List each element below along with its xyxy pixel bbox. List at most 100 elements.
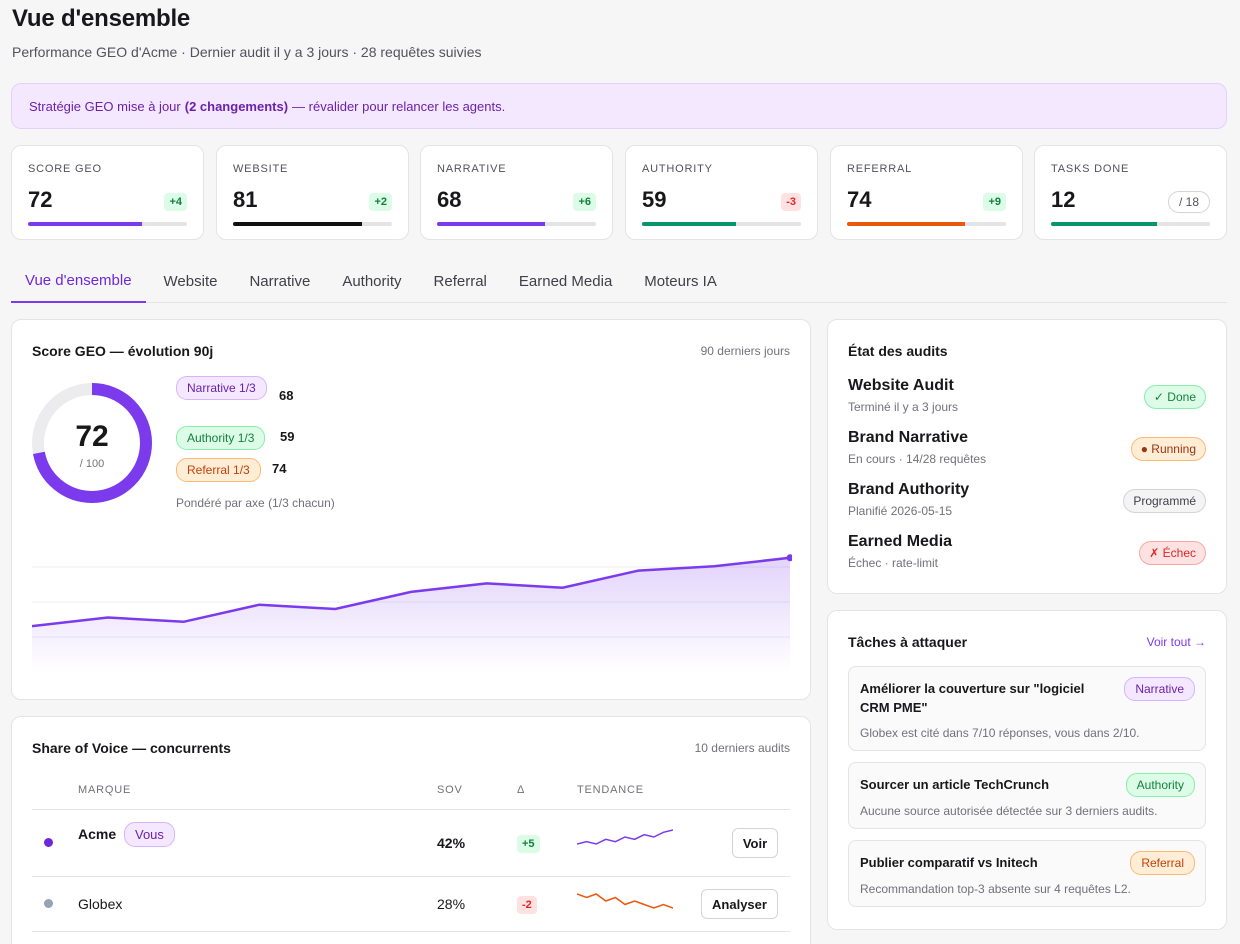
kpi-progress-track	[642, 222, 801, 226]
tab-referral[interactable]: Referral	[433, 273, 487, 290]
score-evolution-chart	[32, 554, 792, 673]
view-brand-button[interactable]: Voir	[732, 828, 778, 858]
task-card[interactable]: Améliorer la couverture sur "logiciel CR…	[848, 666, 1206, 751]
score-donut	[32, 383, 152, 503]
kpi-progress-track	[847, 222, 1006, 226]
axis-value-narrative: 68	[279, 388, 294, 403]
kpi-progress-track	[28, 222, 187, 226]
sov-delta: -2	[517, 896, 537, 914]
tab-ai-engines[interactable]: Moteurs IA	[644, 273, 717, 290]
banner-text: Stratégie GEO mise à jour	[29, 98, 181, 114]
tab-overview[interactable]: Vue d'ensemble	[11, 260, 146, 303]
kpi-card-narrative[interactable]: NARRATIVE 68 +6	[420, 145, 613, 240]
axis-row-authority: Authority 1/3	[176, 426, 266, 450]
kpi-value: 68	[437, 187, 462, 212]
tasks-title: Tâches à attaquer	[848, 634, 968, 650]
audit-status-badge: Programmé	[1123, 489, 1206, 513]
kpi-label: AUTHORITY	[642, 163, 713, 175]
kpi-label: NARRATIVE	[437, 163, 507, 175]
sov-brand-name: Globex	[78, 896, 123, 912]
kpi-progress-track	[1051, 222, 1210, 226]
kpi-value: 72	[28, 187, 53, 212]
kpi-progress-fill	[233, 222, 362, 226]
tab-narrative[interactable]: Narrative	[249, 273, 311, 290]
kpi-label: WEBSITE	[233, 163, 289, 175]
kpi-progress-track	[437, 222, 596, 226]
audit-name: Brand Authority	[848, 481, 970, 498]
axis-row-narrative: Narrative 1/3	[176, 376, 267, 400]
kpi-card-score-geo[interactable]: SCORE GEO 72 +4	[11, 145, 204, 240]
sov-value: 28%	[437, 896, 466, 912]
see-all-tasks-link[interactable]: Voir tout →	[1146, 635, 1206, 649]
kpi-progress-fill	[437, 222, 546, 226]
kpi-total: / 18	[1167, 191, 1210, 213]
task-description: Globex est cité dans 7/10 réponses, vous…	[860, 726, 1140, 740]
sov-header-brand: MARQUE	[78, 784, 132, 796]
kpi-progress-fill	[847, 222, 965, 226]
audit-status-badge: ✓ Done	[1143, 385, 1206, 409]
sov-row-divider	[32, 931, 790, 932]
chart-point-latest	[786, 554, 792, 562]
score-donut-fill	[32, 383, 152, 503]
audit-name: Earned Media	[848, 533, 953, 550]
audit-name: Website Audit	[848, 377, 954, 394]
tab-website[interactable]: Website	[163, 273, 218, 290]
weighting-note: Pondéré par axe (1/3 chacun)	[176, 496, 335, 510]
kpi-delta: +4	[164, 193, 187, 211]
analyze-brand-button[interactable]: Analyser	[701, 889, 778, 919]
kpi-card-tasks-done[interactable]: TASKS DONE 12 / 18	[1034, 145, 1227, 240]
audit-detail: Planifié 2026-05-15	[848, 504, 953, 518]
audit-detail: Terminé il y a 3 jours	[848, 400, 959, 414]
audit-name: Brand Narrative	[848, 429, 969, 446]
sov-trend-sparkline	[577, 829, 673, 845]
kpi-label: SCORE GEO	[28, 163, 102, 175]
axis-value-referral: 74	[272, 461, 287, 476]
sov-value: 42%	[437, 835, 466, 851]
chart-series-line	[32, 556, 791, 628]
task-axis-tag: Authority	[1125, 773, 1195, 797]
score-card-title: Score GEO — évolution 90j	[32, 343, 214, 359]
sov-header-divider	[32, 809, 790, 810]
sov-title: Share of Voice — concurrents	[32, 740, 231, 756]
kpi-progress-fill	[28, 222, 143, 226]
kpi-card-website[interactable]: WEBSITE 81 +2	[216, 145, 409, 240]
task-card[interactable]: Sourcer un article TechCrunch Authority …	[848, 762, 1206, 829]
kpi-delta: -3	[781, 193, 801, 211]
task-axis-tag: Narrative	[1124, 677, 1195, 701]
axis-pill-referral: Referral 1/3	[176, 458, 261, 482]
score-max: / 100	[79, 458, 105, 470]
sparkline-path	[577, 829, 673, 845]
kpi-label: TASKS DONE	[1051, 163, 1130, 175]
brand-color-dot	[44, 899, 53, 908]
sov-header-delta: Δ	[517, 784, 526, 796]
banner-highlight: (2 changements)	[184, 98, 289, 114]
task-description: Recommandation top-3 absente sur 4 requê…	[860, 882, 1131, 896]
kpi-delta: +9	[983, 193, 1006, 211]
page-subtitle: Performance GEO d'Acme · Dernier audit i…	[12, 44, 482, 60]
kpi-progress-fill	[1051, 222, 1158, 226]
strategy-update-banner[interactable]: Stratégie GEO mise à jour (2 changements…	[11, 83, 1227, 129]
sov-trend-sparkline	[577, 893, 673, 909]
axis-value-authority: 59	[280, 429, 295, 444]
kpi-card-referral[interactable]: REFERRAL 74 +9	[830, 145, 1023, 240]
tab-authority[interactable]: Authority	[342, 273, 402, 290]
chart-area-fill	[32, 557, 790, 673]
axis-pill-narrative: Narrative 1/3	[176, 376, 267, 400]
you-badge: Vous	[124, 822, 175, 847]
task-card[interactable]: Publier comparatif vs Initech Referral R…	[848, 840, 1206, 907]
sparkline-path	[577, 893, 673, 909]
sov-row-divider	[32, 876, 790, 877]
kpi-value: 12	[1051, 187, 1076, 212]
banner-action-text: — révalider pour relancer les agents.	[292, 98, 506, 114]
sov-header-trend: TENDANCE	[577, 784, 644, 796]
sov-delta: +5	[517, 835, 540, 853]
tab-earned-media[interactable]: Earned Media	[518, 273, 613, 290]
score-value: 72	[75, 420, 109, 453]
kpi-progress-fill	[642, 222, 736, 226]
task-title: Sourcer un article TechCrunch	[860, 777, 1050, 792]
kpi-value: 81	[233, 187, 258, 212]
task-axis-tag: Referral	[1130, 851, 1195, 875]
tab-bar: Vue d'ensemble Website Narrative Authori…	[11, 260, 1227, 303]
kpi-card-authority[interactable]: AUTHORITY 59 -3	[625, 145, 818, 240]
kpi-delta: +6	[573, 193, 596, 211]
